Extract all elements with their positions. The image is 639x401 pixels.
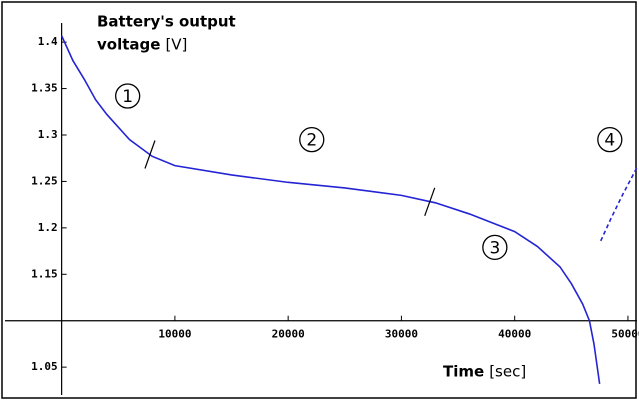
annotation: 4 — [604, 131, 615, 151]
x-tick-label: 40000 — [498, 328, 531, 341]
x-label: [sec] — [489, 363, 526, 381]
x-label: Time — [443, 363, 484, 381]
segment-boundary — [144, 140, 156, 169]
annotation: 1 — [122, 87, 133, 107]
x-tick-label: 30000 — [385, 328, 418, 341]
annotation-circle — [597, 126, 623, 153]
y-label: [V] — [165, 36, 187, 54]
y-tick-label: 1.35 — [31, 82, 58, 95]
annotation: 2 — [306, 131, 317, 151]
y-label: Battery's output — [97, 13, 236, 31]
annotation: 3 — [489, 238, 500, 258]
y-tick-label: 1.4 — [38, 35, 58, 48]
x-tick-label: 50000 — [611, 328, 639, 341]
y-tick-label: 1.3 — [38, 128, 58, 141]
annotation-circle — [115, 83, 141, 109]
voltage-curve — [600, 167, 638, 242]
annotation-circle — [482, 234, 508, 261]
y-tick-label: 1.2 — [38, 221, 58, 234]
y-label: voltage — [97, 36, 160, 54]
annotation-circle — [299, 126, 325, 153]
segment-boundary — [424, 187, 436, 217]
x-tick-label: 20000 — [272, 328, 305, 341]
x-tick-label: 10000 — [158, 328, 191, 341]
y-tick-label: 1.05 — [31, 360, 58, 373]
voltage-curve — [60, 35, 601, 384]
y-tick-label: 1.15 — [31, 267, 58, 280]
y-tick-label: 1.25 — [31, 174, 58, 187]
